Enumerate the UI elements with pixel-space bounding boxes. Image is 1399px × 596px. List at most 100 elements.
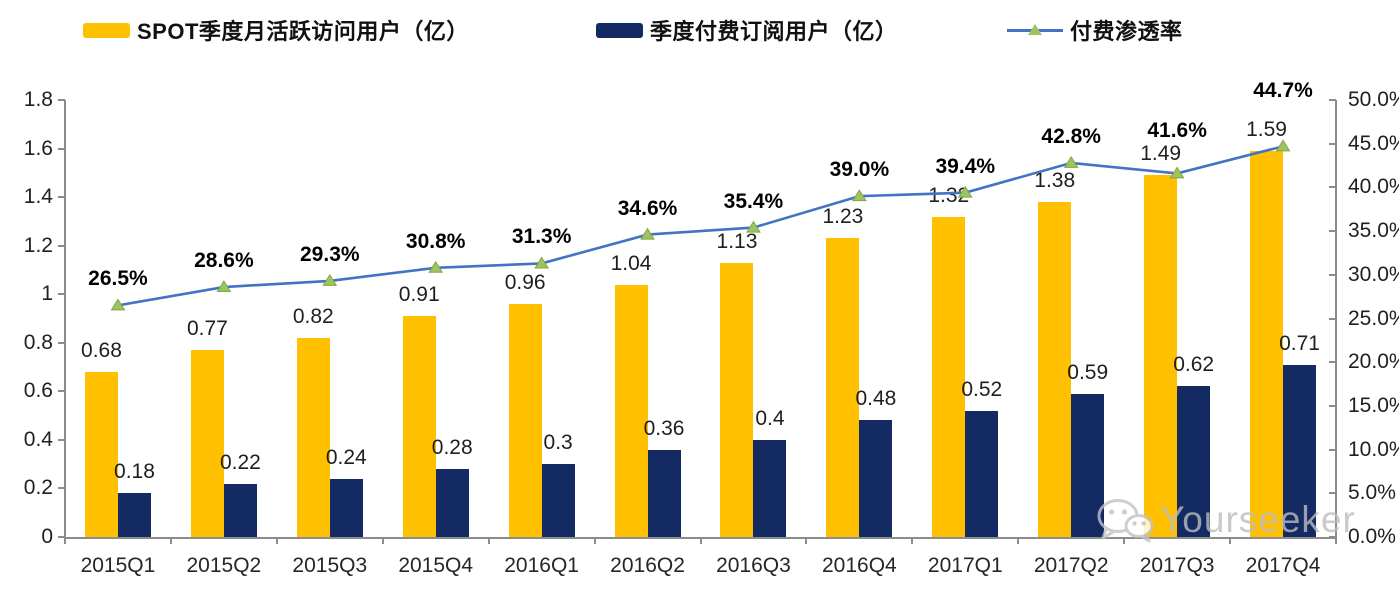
y-axis-left-tick-label: 1 xyxy=(41,282,53,306)
mau-bar xyxy=(84,371,118,537)
legend-swatch-mau xyxy=(83,22,130,38)
subscribers-value-label: 0.62 xyxy=(1173,353,1215,377)
x-axis-category-label: 2016Q4 xyxy=(821,554,897,577)
penetration-marker-icon xyxy=(534,256,550,269)
x-axis-tick xyxy=(64,537,66,544)
y-axis-right-tick xyxy=(1329,99,1336,101)
y-axis-right-tick-label: 10.0% xyxy=(1348,437,1399,461)
x-axis-category-label: 2016Q3 xyxy=(716,554,791,577)
x-axis-category-label: 2017Q2 xyxy=(1033,554,1109,577)
y-axis-right-tick xyxy=(1329,230,1336,233)
penetration-marker-icon xyxy=(746,220,761,233)
y-axis-left-tick xyxy=(58,536,65,538)
mau-value-label: 0.77 xyxy=(186,317,228,341)
x-axis-tick xyxy=(593,537,596,544)
penetration-marker-icon xyxy=(640,227,655,240)
mau-bar xyxy=(1144,175,1178,537)
y-axis-left-tick xyxy=(58,341,65,344)
subscribers-bar xyxy=(223,483,257,537)
y-axis-left-tick-label: 0.4 xyxy=(23,427,53,451)
mau-bar xyxy=(932,216,966,537)
subscribers-bar xyxy=(965,410,999,537)
penetration-value-label: 28.6% xyxy=(194,249,254,273)
subscribers-value-label: 0.28 xyxy=(431,436,473,460)
y-axis-left-tick xyxy=(58,293,65,296)
x-axis-tick xyxy=(805,537,808,544)
mau-bar xyxy=(402,316,436,537)
subscribers-bar xyxy=(647,449,681,537)
penetration-value-label: 42.8% xyxy=(1041,124,1101,148)
penetration-marker-icon xyxy=(1063,155,1079,168)
mau-bar xyxy=(614,284,648,537)
x-axis-tick xyxy=(1123,537,1126,544)
y-axis-right-tick xyxy=(1329,448,1336,451)
y-axis-right-tick xyxy=(1329,273,1336,276)
y-axis-right-tick-label: 30.0% xyxy=(1348,262,1399,286)
y-axis-left-tick xyxy=(58,244,65,247)
subscribers-value-label: 0.52 xyxy=(961,377,1003,401)
mau-value-label: 1.38 xyxy=(1034,168,1076,192)
y-axis-left-line xyxy=(64,100,66,539)
x-axis-category-label: 2015Q1 xyxy=(80,554,156,577)
mau-bar xyxy=(1250,150,1284,537)
mau-bar xyxy=(508,303,542,537)
y-axis-left-tick xyxy=(58,147,65,150)
y-axis-left-tick-label: 1.4 xyxy=(23,185,53,209)
y-axis-right-tick xyxy=(1329,361,1336,364)
y-axis-right-tick-label: 5.0% xyxy=(1348,481,1396,505)
x-axis-category-label: 2017Q1 xyxy=(927,554,1003,577)
subscribers-bar xyxy=(329,478,363,537)
penetration-value-label: 35.4% xyxy=(723,189,784,213)
y-axis-left-tick xyxy=(58,438,65,441)
mau-bar xyxy=(720,262,754,537)
y-axis-right-tick-label: 25.0% xyxy=(1348,306,1399,330)
subscribers-bar xyxy=(541,464,575,537)
penetration-value-label: 30.8% xyxy=(405,229,466,253)
x-axis-category-label: 2015Q4 xyxy=(398,554,474,577)
penetration-value-label: 44.7% xyxy=(1253,79,1313,103)
penetration-value-label: 34.6% xyxy=(617,196,678,220)
y-axis-right-tick-label: 50.0% xyxy=(1348,88,1399,111)
penetration-marker-icon xyxy=(957,185,973,198)
legend-item-mau: SPOT季度月活跃访问用户（亿） xyxy=(83,14,469,46)
penetration-marker-icon xyxy=(216,280,232,293)
y-axis-right-tick xyxy=(1329,492,1336,495)
mau-value-label: 1.13 xyxy=(716,229,758,253)
x-axis-tick xyxy=(487,537,490,544)
y-axis-right-tick xyxy=(1329,186,1336,189)
mau-bar xyxy=(190,350,224,537)
subscribers-value-label: 0.3 xyxy=(543,431,573,455)
x-axis-category-label: 2016Q2 xyxy=(610,554,685,577)
legend-swatch-subscribers xyxy=(596,22,643,38)
y-axis-left-tick-label: 0.6 xyxy=(23,379,53,403)
penetration-marker-icon xyxy=(1169,166,1185,179)
subscribers-bar xyxy=(753,439,787,537)
penetration-value-label: 29.3% xyxy=(300,242,360,266)
mau-value-label: 0.96 xyxy=(504,270,546,294)
mau-value-label: 1.49 xyxy=(1140,142,1182,166)
y-axis-right-tick-label: 40.0% xyxy=(1348,175,1399,199)
subscribers-value-label: 0.48 xyxy=(855,387,897,411)
y-axis-right-tick-label: 20.0% xyxy=(1348,350,1399,374)
y-axis-right-tick-label: 0.0% xyxy=(1348,525,1396,548)
mau-value-label: 0.82 xyxy=(292,304,334,328)
subscribers-bar xyxy=(859,420,893,537)
x-axis-category-label: 2016Q1 xyxy=(504,554,579,577)
subscribers-value-label: 0.36 xyxy=(643,416,685,440)
legend-label-subscribers: 季度付费订阅用户（亿） xyxy=(650,19,898,44)
y-axis-left-tick-label: 0.2 xyxy=(23,476,53,500)
mau-value-label: 1.23 xyxy=(822,205,864,229)
y-axis-left-tick xyxy=(58,196,65,199)
legend-label-mau: SPOT季度月活跃访问用户（亿） xyxy=(137,19,469,44)
y-axis-right-tick-label: 35.0% xyxy=(1348,219,1399,243)
subscribers-value-label: 0.22 xyxy=(219,450,261,474)
y-axis-right-tick xyxy=(1329,404,1336,407)
mau-value-label: 0.68 xyxy=(81,338,122,362)
x-axis-tick xyxy=(699,537,702,544)
penetration-marker-icon xyxy=(1275,139,1291,152)
y-axis-right-tick xyxy=(1329,317,1336,320)
x-axis-tick xyxy=(169,537,172,544)
x-axis-category-label: 2017Q3 xyxy=(1139,554,1215,577)
